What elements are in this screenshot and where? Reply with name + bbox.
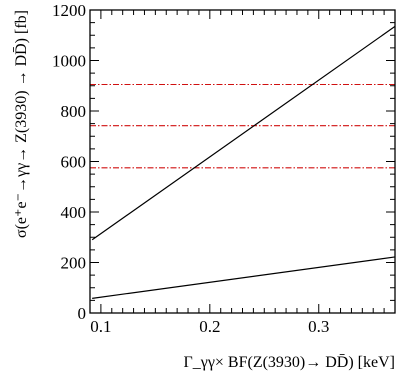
x-tick-label: 0.3: [308, 317, 329, 336]
y-tick-label: 800: [61, 102, 87, 121]
y-axis: 0 200 400 600 800 1000 1200: [52, 1, 395, 323]
y-tick-label: 400: [61, 203, 87, 222]
y-axis-title: σ(e⁺e⁻→γγ→ Z(3930) → DD̄) [fb]: [13, 10, 30, 238]
series-line-1: [91, 25, 396, 241]
y-tick-label: 1000: [52, 52, 86, 71]
data-series: [91, 25, 396, 299]
x-axis: 0.1 0.2 0.3: [89, 10, 396, 336]
y-tick-label: 600: [61, 153, 87, 172]
y-tick-label: 0: [78, 304, 87, 323]
series-line-2: [92, 256, 396, 299]
x-tick-label: 0.2: [199, 317, 220, 336]
x-tick-label: 0.1: [90, 317, 111, 336]
y-tick-label: 200: [61, 254, 87, 273]
plot-frame: [89, 9, 396, 314]
x-axis-title: Γ_γγ× BF(Z(3930)→ DD̄) [keV]: [184, 354, 396, 371]
y-tick-label: 1200: [52, 1, 86, 20]
reference-lines: [90, 83, 395, 169]
